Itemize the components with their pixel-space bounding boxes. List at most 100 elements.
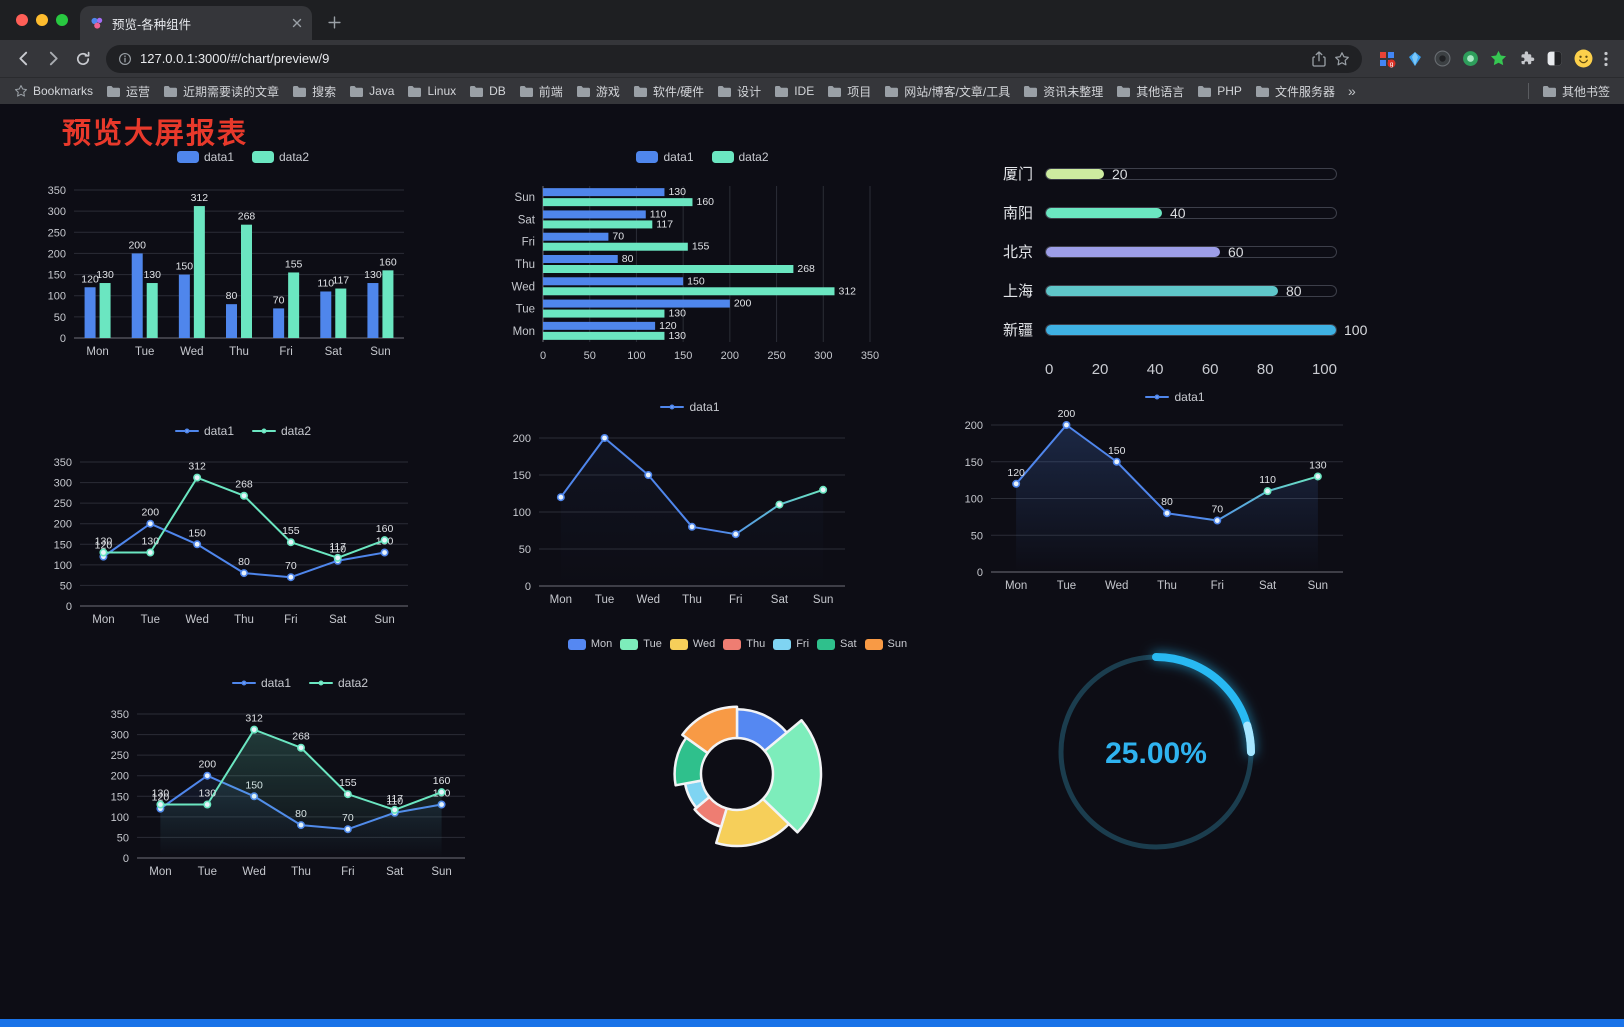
back-button[interactable] (8, 44, 38, 74)
profile-avatar[interactable] (1574, 49, 1593, 68)
svg-text:100: 100 (48, 291, 66, 303)
extensions-puzzle-icon[interactable] (1518, 50, 1535, 67)
bookmark-folder[interactable]: 其他语言 (1116, 83, 1184, 100)
svg-text:130: 130 (95, 536, 113, 548)
extension-dark-circle-icon[interactable] (1434, 50, 1451, 67)
chart-horizontal-bar[interactable]: data1 data2 0 50 100 150 200 250 300 350 Sun 130 160… (505, 146, 900, 378)
bookmark-label: 近期需要读的文章 (183, 84, 280, 99)
bookmark-folder[interactable]: 项目 (827, 83, 871, 100)
tab-close-icon[interactable] (292, 18, 302, 28)
share-icon[interactable] (1312, 50, 1326, 67)
bookmark-folder[interactable]: 搜索 (292, 83, 336, 100)
bookmarks-overflow-chevron[interactable]: » (1347, 83, 1356, 99)
extension-green-circle-icon[interactable] (1462, 50, 1479, 67)
donut-segment-Sun[interactable] (681, 705, 739, 755)
chart-line-single[interactable]: data1 0 50 100 150 200 Mon Tue Wed Thu Fri Sat Sun (505, 396, 875, 628)
legend-item-data1[interactable]: data1 (1145, 390, 1205, 404)
url-text[interactable]: 127.0.0.1:3000/#/chart/preview/9 (140, 51, 330, 66)
bookmark-folder[interactable]: 近期需要读的文章 (163, 83, 279, 100)
bookmark-folder[interactable]: IDE (774, 84, 814, 98)
legend-item-data2[interactable]: data2 (711, 150, 769, 164)
chart-line-single-canvas[interactable]: 0 50 100 150 200 Mon Tue Wed Thu Fri Sat Sun (505, 396, 875, 628)
bookmark-folder[interactable]: 运营 (106, 83, 150, 100)
bookmark-folder[interactable]: 文件服务器 (1255, 83, 1335, 100)
bookmark-folder[interactable]: 网站/博客/文章/工具 (884, 83, 1010, 100)
fullscreen-window-button[interactable] (56, 14, 68, 26)
close-window-button[interactable] (16, 14, 28, 26)
bookmarks-root-folder[interactable]: Bookmarks (14, 84, 93, 98)
bookmark-folder[interactable]: 游戏 (576, 83, 620, 100)
other-bookmarks-folder[interactable]: 其他书签 (1542, 83, 1610, 100)
legend-item-Thu[interactable]: Thu (723, 638, 765, 650)
chart-city-progress[interactable]: 厦门 20 南阳 40 北京 60 上海 80 新疆 100 0 20 40 60 80 100 (955, 146, 1395, 386)
legend-item-Sun[interactable]: Sun (864, 638, 907, 650)
donut-segment-Tue[interactable] (761, 719, 823, 834)
chart-grouped-bar[interactable]: data1 data2 0 50 100 150 200 250 300 350 Mon Tue Wed… (38, 146, 448, 368)
extension-green-star-icon[interactable] (1490, 50, 1507, 67)
svg-text:0: 0 (123, 853, 129, 865)
progress-row[interactable]: 上海 80 (969, 271, 1337, 310)
progress-row[interactable]: 北京 60 (969, 232, 1337, 271)
chart-line-area-canvas[interactable]: 0 50 100 150 200 Mon Tue Wed Thu Fri Sat Sun 120 200 1… (955, 386, 1395, 618)
bookmark-folder[interactable]: PHP (1197, 84, 1242, 98)
extension-pixel-icon[interactable]: g (1378, 50, 1396, 68)
reload-button[interactable] (68, 44, 98, 74)
legend-item-Fri[interactable]: Fri (773, 638, 809, 650)
forward-button[interactable] (38, 44, 68, 74)
theme-toggle-icon[interactable] (1546, 50, 1563, 67)
bookmark-folder[interactable]: 设计 (717, 83, 761, 100)
chart-line-two-series-area[interactable]: data1 data2 0 50 100 150 200 250 300 350 Mon Tue Wed… (95, 672, 505, 906)
chart-line-two-series[interactable]: data1 data2 0 50 100 150 200 250 300 350 Mon Tue Wed… (38, 420, 448, 654)
legend-item-data1[interactable]: data1 (176, 150, 234, 164)
chart-line-two-series-area-canvas[interactable]: 0 50 100 150 200 250 300 350 Mon Tue Wed Thu Fri Sat S… (95, 672, 505, 906)
legend-item-Sat[interactable]: Sat (817, 638, 857, 650)
bookmark-folder[interactable]: 资讯未整理 (1023, 83, 1103, 100)
bookmark-folder[interactable]: 前端 (519, 83, 563, 100)
extension-gem-icon[interactable] (1407, 51, 1423, 67)
site-info-icon[interactable] (118, 52, 132, 66)
chart-rose-donut[interactable]: Mon Tue Wed Thu Fri Sat Sun (540, 634, 935, 979)
legend-item-data1[interactable]: data1 (660, 400, 720, 414)
legend-item-data1[interactable]: data1 (174, 424, 234, 438)
legend-item-data2[interactable]: data2 (309, 676, 368, 690)
svg-text:200: 200 (965, 420, 983, 432)
svg-text:117: 117 (332, 275, 349, 287)
bookmark-folder[interactable]: Java (349, 84, 394, 98)
legend-label: data1 (203, 150, 234, 164)
legend-item-data1[interactable]: data1 (636, 150, 694, 164)
progress-row[interactable]: 厦门 20 (969, 154, 1337, 193)
legend-item-data2[interactable]: data2 (252, 424, 311, 438)
bookmark-folder[interactable]: 软件/硬件 (633, 83, 704, 100)
svg-text:150: 150 (111, 791, 129, 803)
window-controls (16, 14, 68, 26)
browser-tab[interactable]: 预览-各种组件 (80, 6, 312, 40)
bookmark-folder[interactable]: Linux (407, 84, 456, 98)
legend-item-data1[interactable]: data1 (231, 676, 291, 690)
bookmark-star-icon[interactable] (1334, 51, 1350, 67)
new-tab-button[interactable] (320, 8, 348, 36)
legend-item-Wed[interactable]: Wed (669, 638, 716, 650)
address-bar[interactable]: 127.0.0.1:3000/#/chart/preview/9 (106, 44, 1362, 73)
chart-line-area[interactable]: data1 0 50 100 150 200 Mon Tue Wed Thu Fri Sat Sun 12… (955, 386, 1395, 618)
svg-text:350: 350 (111, 709, 129, 721)
chart-gauge-canvas[interactable]: 25.00% (1040, 632, 1276, 884)
chart-gauge[interactable]: 25.00% (1040, 632, 1276, 884)
legend-swatch (723, 638, 742, 650)
chart-line-two-series-canvas[interactable]: 0 50 100 150 200 250 300 350 Mon Tue Wed Thu Fri Sat S… (38, 420, 448, 654)
legend-item-Mon[interactable]: Mon (567, 638, 612, 650)
chart-grouped-bar-canvas[interactable]: 0 50 100 150 200 250 300 350 Mon Tue Wed Thu Fri Sat S… (38, 146, 448, 368)
legend-item-data2[interactable]: data2 (252, 150, 309, 164)
bookmark-folder[interactable]: DB (469, 84, 506, 98)
progress-row[interactable]: 新疆 100 (969, 310, 1367, 349)
chart-rose-donut-canvas[interactable] (540, 634, 935, 979)
legend-item-Tue[interactable]: Tue (620, 638, 662, 650)
svg-text:100: 100 (54, 560, 72, 572)
svg-text:150: 150 (513, 470, 531, 482)
minimize-window-button[interactable] (36, 14, 48, 26)
bookmark-label: Linux (427, 84, 457, 98)
donut-segment-Wed[interactable] (715, 797, 791, 848)
progress-row[interactable]: 南阳 40 (969, 193, 1337, 232)
legend-label: Wed (692, 638, 716, 650)
menu-kebab-icon[interactable] (1604, 51, 1608, 67)
